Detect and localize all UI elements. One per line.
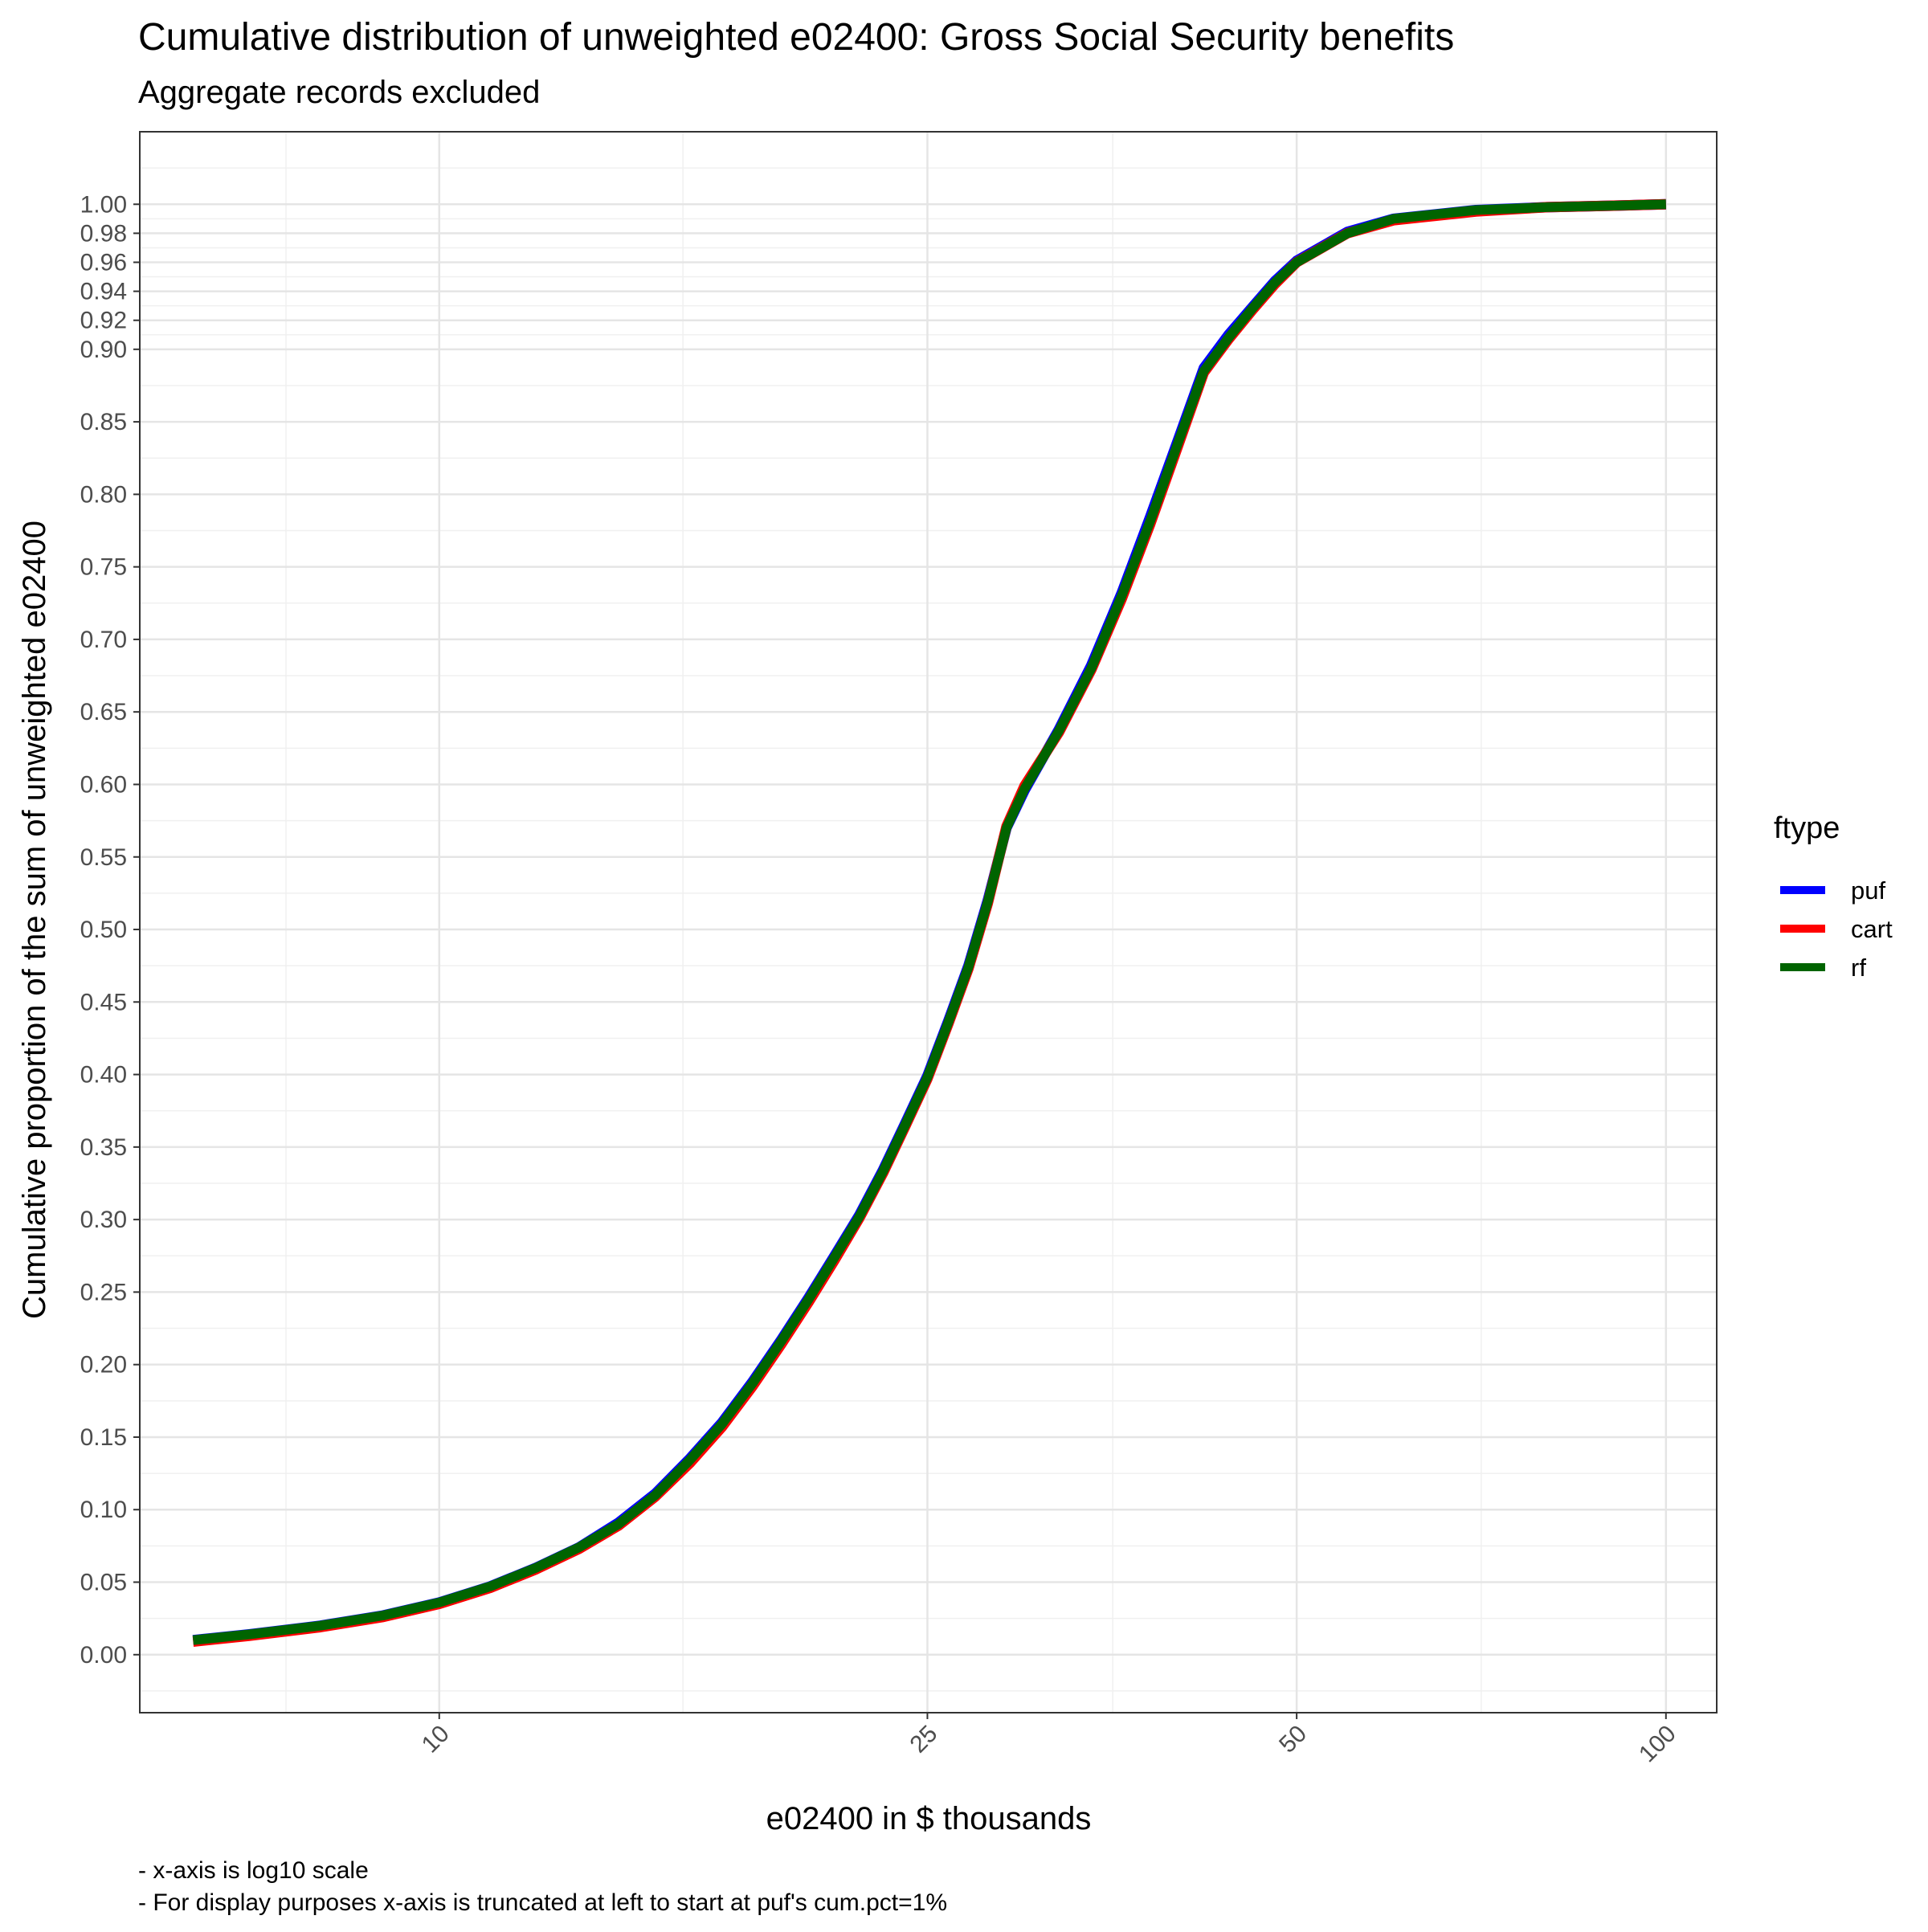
- y-tick-label: 0.75: [80, 554, 127, 581]
- legend-label-cart: cart: [1851, 915, 1893, 943]
- y-tick-label: 0.10: [80, 1497, 127, 1523]
- y-tick-label: 0.60: [80, 771, 127, 798]
- y-tick-label: 0.85: [80, 409, 127, 435]
- legend-items: puf cart rf: [1780, 876, 1893, 982]
- legend: ftype puf cart rf: [1774, 811, 1893, 982]
- y-tick-label: 0.90: [80, 337, 127, 363]
- caption-line-1: - x-axis is log10 scale: [138, 1857, 369, 1884]
- y-tick-label: 0.25: [80, 1279, 127, 1305]
- y-tick-label: 0.65: [80, 699, 127, 725]
- y-tick-label: 0.35: [80, 1134, 127, 1161]
- legend-title: ftype: [1774, 811, 1840, 845]
- y-tick-label: 0.94: [80, 279, 127, 305]
- plot-panel-border: [139, 131, 1718, 1713]
- chart-title: Cumulative distribution of unweighted e0…: [138, 16, 1454, 59]
- x-axis-title: e02400 in $ thousands: [766, 1801, 1092, 1836]
- y-tick-label: 0.30: [80, 1207, 127, 1233]
- legend-label-rf: rf: [1851, 954, 1866, 982]
- y-tick-label: 0.00: [80, 1642, 127, 1669]
- y-tick-label: 0.40: [80, 1062, 127, 1089]
- grid-layer: [140, 132, 1717, 1713]
- series-layer: [192, 198, 1666, 1647]
- y-tick-label: 0.50: [80, 917, 127, 943]
- y-tick-label: 0.80: [80, 481, 127, 508]
- caption-line-2: - For display purposes x-axis is truncat…: [138, 1889, 947, 1916]
- y-tick-label: 1.00: [80, 191, 127, 218]
- y-tick-label: 0.98: [80, 220, 127, 247]
- y-tick-label: 0.70: [80, 627, 127, 653]
- y-tick-label: 0.05: [80, 1570, 127, 1596]
- y-axis-ticks: 0.00 0.05 0.10 0.15 0.20 0.25 0.30 0.35 0.40 0.45…: [80, 191, 140, 1669]
- series-line-rf: [192, 199, 1666, 1645]
- y-tick-label: 0.20: [80, 1352, 127, 1379]
- chart-subtitle: Aggregate records excluded: [138, 75, 540, 110]
- y-tick-label: 0.96: [80, 249, 127, 276]
- y-tick-label: 0.45: [80, 989, 127, 1015]
- y-tick-label: 0.55: [80, 844, 127, 871]
- legend-label-puf: puf: [1851, 876, 1885, 905]
- y-tick-label: 0.15: [80, 1424, 127, 1451]
- y-axis-title: Cumulative proportion of the sum of unwe…: [17, 521, 52, 1319]
- y-tick-label: 0.92: [80, 308, 127, 334]
